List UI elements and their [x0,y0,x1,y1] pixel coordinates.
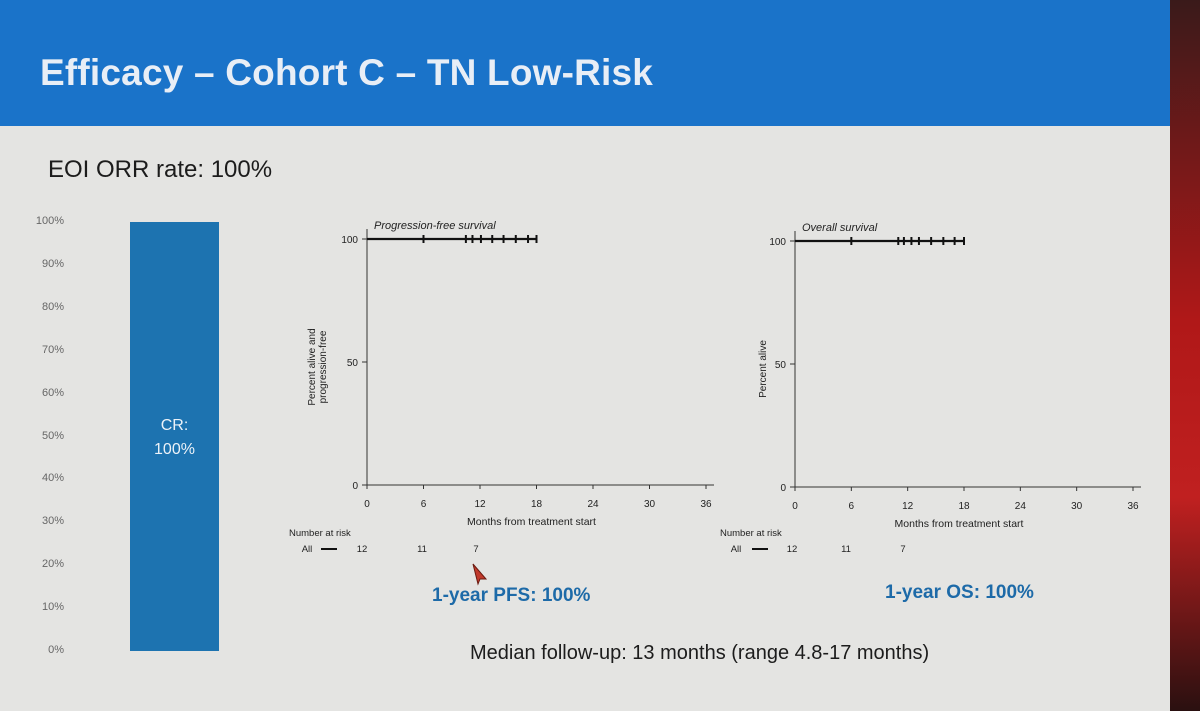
bar-ytick: 30% [41,515,64,528]
os-xtick-label: 24 [1015,501,1027,512]
pfs-title: Progression-free survival [374,220,496,232]
os-xtick-label: 12 [902,501,914,512]
bar-ytick: 100% [35,215,64,227]
bar-ytick: 90% [41,257,64,270]
pfs-ytick-label: 100 [341,235,358,246]
os-xtick-label: 18 [958,501,970,512]
bar-ytick: 60% [41,386,64,399]
bar-ytick: 20% [41,558,64,571]
os-risk-value: 12 [787,544,798,555]
pfs-xtick-label: 0 [364,499,370,510]
pfs-risk-value: 7 [473,544,478,555]
os-risk-group: All [731,544,742,555]
mouse-cursor-icon [472,563,488,586]
slide: Efficacy – Cohort C – TN Low-Risk EOI OR… [0,0,1170,711]
pfs-ylabel: Percent alive andprogression-free [307,328,329,405]
pfs-xtick-label: 12 [474,499,486,510]
pfs-xlabel: Months from treatment start [467,516,596,528]
pfs-xtick-label: 24 [587,499,599,510]
os-xlabel: Months from treatment start [895,518,1024,530]
pfs-xtick-label: 36 [700,499,712,510]
screen-edge [1170,0,1200,711]
os-risk-value: 7 [900,544,905,555]
os-risk-value: 11 [841,544,851,555]
pfs-risk-group: All [302,544,313,555]
os-xtick-label: 36 [1127,501,1139,512]
km-charts: Progression-free survival 0 50 100 0 6 12 18 24 3… [289,220,1141,555]
pfs-xtick-label: 30 [644,499,656,510]
bar-ytick: 10% [41,601,64,614]
os-ytick-label: 100 [769,237,786,248]
pfs-risk-value: 12 [357,544,368,555]
median-followup: Median follow-up: 13 months (range 4.8-1… [470,642,930,664]
os-ylabel: Percent alive [758,340,769,398]
pfs-xtick-label: 18 [531,499,543,510]
cr-bar-label: CR: 100% [130,414,219,462]
os-title: Overall survival [802,222,878,234]
cr-bar-label-line1: CR: [160,417,189,434]
pfs-risk-label: Number at risk [289,528,351,539]
os-risk-label: Number at risk [720,528,782,539]
os-xtick-label: 0 [792,501,798,512]
title-bar: Efficacy – Cohort C – TN Low-Risk [0,0,1170,126]
os-ytick-label: 50 [775,360,787,371]
bar-ytick: 0% [48,644,64,656]
pfs-ytick-label: 0 [352,481,358,492]
bar-ytick: 70% [41,343,64,356]
pfs-risk-value: 11 [417,544,427,555]
cr-bar-label-line2: 100% [154,441,195,458]
slide-title: Efficacy – Cohort C – TN Low-Risk [40,52,654,93]
bar-ytick: 80% [41,300,64,313]
cr-bar [130,222,219,651]
os-xtick-label: 30 [1071,501,1083,512]
pfs-xtick-label: 6 [421,499,427,510]
pfs-note: 1-year PFS: 100% [432,585,591,606]
bar-ytick: 40% [41,472,64,485]
os-xtick-label: 6 [849,501,855,512]
pfs-ytick-label: 50 [347,358,359,369]
os-note: 1-year OS: 100% [885,582,1034,603]
orr-rate-label: EOI ORR rate: 100% [48,156,273,183]
os-ytick-label: 0 [780,483,786,494]
bar-ytick: 50% [41,429,64,442]
